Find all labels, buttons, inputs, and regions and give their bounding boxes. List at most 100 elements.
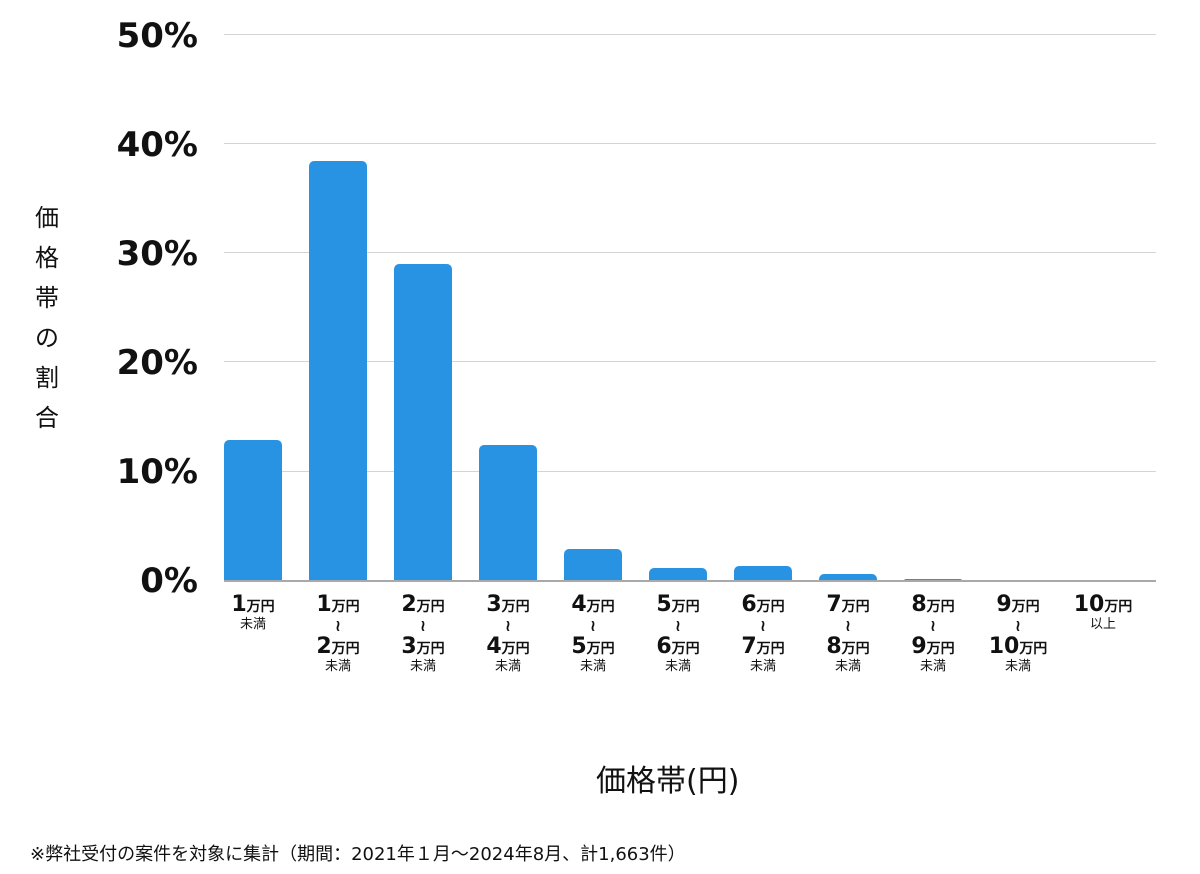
x-label-range-symbol: ≀ bbox=[930, 616, 936, 635]
x-label-qualifier: 未満 bbox=[1004, 659, 1031, 674]
x-tick-label: 2万円 ≀ 3万円 未満 bbox=[381, 592, 465, 674]
x-tick-label: 10万円以上 bbox=[1061, 592, 1145, 632]
x-label-qualifier: 未満 bbox=[239, 617, 266, 632]
bar bbox=[649, 567, 707, 581]
gridline-20 bbox=[224, 361, 1156, 362]
x-label-number: 4 bbox=[486, 634, 502, 659]
x-label-unit: 万円 bbox=[926, 641, 955, 657]
bar bbox=[479, 444, 537, 581]
x-label-unit: 万円 bbox=[1011, 599, 1040, 615]
x-tick-label: 8万円 ≀ 9万円 未満 bbox=[891, 592, 975, 674]
gridline-40 bbox=[224, 143, 1156, 144]
bar bbox=[564, 549, 622, 581]
y-tick-10: 10% bbox=[116, 452, 198, 492]
x-tick-label: 9万円 ≀ 10万円 未満 bbox=[976, 592, 1060, 674]
x-label-unit: 万円 bbox=[1019, 641, 1048, 657]
x-label-number: 4 bbox=[571, 592, 587, 617]
x-tick-label: 5万円 ≀ 6万円 未満 bbox=[636, 592, 720, 674]
x-label-range-symbol: ≀ bbox=[335, 616, 341, 635]
x-label-number: 10 bbox=[1073, 592, 1105, 617]
x-label-unit: 万円 bbox=[926, 599, 955, 615]
x-tick-label: 3万円 ≀ 4万円 未満 bbox=[466, 592, 550, 674]
x-label-qualifier: 未満 bbox=[919, 659, 946, 674]
x-label-qualifier: 未満 bbox=[409, 659, 436, 674]
x-axis-baseline bbox=[224, 580, 1156, 582]
x-tick-label: 4万円 ≀ 5万円 未満 bbox=[551, 592, 635, 674]
gridline-10 bbox=[224, 471, 1156, 472]
x-label-unit: 万円 bbox=[416, 641, 445, 657]
x-tick-label: 1万円 ≀ 2万円 未満 bbox=[296, 592, 380, 674]
x-label-unit: 万円 bbox=[246, 599, 275, 615]
x-label-range-symbol: ≀ bbox=[845, 616, 851, 635]
y-axis-title-char: の bbox=[35, 324, 59, 352]
bar bbox=[394, 264, 452, 581]
x-label-unit: 万円 bbox=[756, 599, 785, 615]
x-label-range-symbol: ≀ bbox=[505, 616, 511, 635]
x-label-number: 1 bbox=[231, 592, 247, 617]
x-label-number: 3 bbox=[401, 634, 417, 659]
x-tick-label: 7万円 ≀ 8万円 未満 bbox=[806, 592, 890, 674]
y-axis-title-char: 格 bbox=[35, 244, 59, 272]
bar bbox=[819, 574, 877, 581]
y-axis-title-char: 帯 bbox=[35, 284, 59, 312]
y-tick-50: 50% bbox=[116, 16, 198, 56]
x-label-unit: 万円 bbox=[501, 641, 530, 657]
x-axis-title: 価格帯(円) bbox=[596, 764, 740, 799]
bar bbox=[309, 160, 367, 581]
x-label-unit: 万円 bbox=[501, 599, 530, 615]
x-label-unit: 万円 bbox=[841, 599, 870, 615]
footnote: ※弊社受付の案件を対象に集計（期間：2021年１月〜2024年8月、計1,663… bbox=[30, 844, 686, 865]
y-tick-20: 20% bbox=[116, 343, 198, 383]
x-label-range-symbol: ≀ bbox=[1015, 616, 1021, 635]
x-label-unit: 万円 bbox=[331, 641, 360, 657]
x-label-number: 2 bbox=[401, 592, 417, 617]
y-axis-title-char: 割 bbox=[35, 364, 59, 392]
x-label-unit: 万円 bbox=[756, 641, 785, 657]
y-tick-30: 30% bbox=[116, 234, 198, 274]
x-label-number: 6 bbox=[656, 634, 672, 659]
x-label-number: 5 bbox=[656, 592, 672, 617]
bar bbox=[224, 440, 282, 581]
y-axis-title-char: 合 bbox=[35, 404, 59, 432]
x-label-qualifier: 以上 bbox=[1089, 617, 1116, 632]
x-label-unit: 万円 bbox=[586, 599, 615, 615]
x-label-number: 1 bbox=[316, 592, 332, 617]
x-label-unit: 万円 bbox=[671, 599, 700, 615]
x-label-qualifier: 未満 bbox=[579, 659, 606, 674]
y-tick-0: 0% bbox=[140, 561, 198, 601]
gridline-50 bbox=[224, 34, 1156, 35]
x-label-number: 2 bbox=[316, 634, 332, 659]
x-label-number: 10 bbox=[988, 634, 1020, 659]
x-label-qualifier: 未満 bbox=[494, 659, 521, 674]
x-tick-label: 1万円未満 bbox=[211, 592, 295, 632]
x-label-qualifier: 未満 bbox=[834, 659, 861, 674]
x-label-range-symbol: ≀ bbox=[675, 616, 681, 635]
x-label-number: 7 bbox=[826, 592, 842, 617]
y-tick-40: 40% bbox=[116, 125, 198, 165]
bar bbox=[904, 578, 962, 581]
x-label-unit: 万円 bbox=[586, 641, 615, 657]
x-label-number: 8 bbox=[911, 592, 927, 617]
x-label-number: 8 bbox=[826, 634, 842, 659]
x-label-range-symbol: ≀ bbox=[420, 616, 426, 635]
x-label-number: 5 bbox=[571, 634, 587, 659]
x-label-unit: 万円 bbox=[671, 641, 700, 657]
x-label-number: 9 bbox=[911, 634, 927, 659]
bar bbox=[734, 565, 792, 581]
x-label-qualifier: 未満 bbox=[749, 659, 776, 674]
x-label-unit: 万円 bbox=[1104, 599, 1133, 615]
x-label-range-symbol: ≀ bbox=[760, 616, 766, 635]
x-label-qualifier: 未満 bbox=[664, 659, 691, 674]
y-axis-title: 価 格 帯 の 割 合 bbox=[30, 198, 64, 438]
x-label-qualifier: 未満 bbox=[324, 659, 351, 674]
x-label-unit: 万円 bbox=[841, 641, 870, 657]
x-label-number: 7 bbox=[741, 634, 757, 659]
x-tick-label: 6万円 ≀ 7万円 未満 bbox=[721, 592, 805, 674]
x-label-range-symbol: ≀ bbox=[590, 616, 596, 635]
x-label-number: 9 bbox=[996, 592, 1012, 617]
gridline-30 bbox=[224, 252, 1156, 253]
x-label-number: 6 bbox=[741, 592, 757, 617]
y-axis-title-char: 価 bbox=[35, 204, 59, 232]
x-label-unit: 万円 bbox=[416, 599, 445, 615]
x-label-number: 3 bbox=[486, 592, 502, 617]
